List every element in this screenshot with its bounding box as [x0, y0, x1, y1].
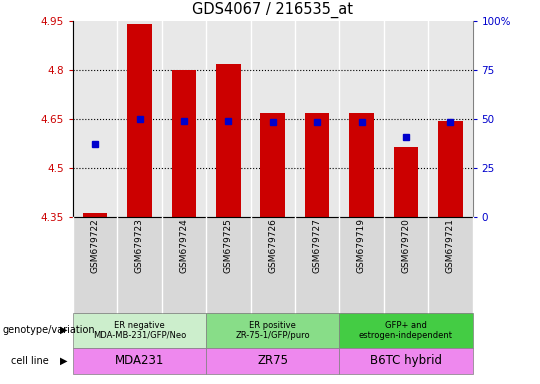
Text: MDA231: MDA231	[115, 354, 164, 367]
Text: ER negative
MDA-MB-231/GFP/Neo: ER negative MDA-MB-231/GFP/Neo	[93, 321, 186, 340]
Text: ▶: ▶	[60, 325, 68, 335]
Bar	[83, 213, 107, 217]
Bar	[260, 113, 285, 217]
Bar	[394, 147, 418, 217]
Bar	[349, 113, 374, 217]
Text: B6TC hybrid: B6TC hybrid	[370, 354, 442, 367]
Text: ▶: ▶	[60, 356, 68, 366]
Bar	[438, 121, 462, 217]
Text: cell line: cell line	[11, 356, 49, 366]
Text: ER positive
ZR-75-1/GFP/puro: ER positive ZR-75-1/GFP/puro	[235, 321, 310, 340]
Text: GFP+ and
estrogen-independent: GFP+ and estrogen-independent	[359, 321, 453, 340]
Text: genotype/variation: genotype/variation	[3, 325, 96, 335]
Bar	[172, 70, 196, 217]
Title: GDS4067 / 216535_at: GDS4067 / 216535_at	[192, 2, 353, 18]
Bar	[127, 24, 152, 217]
Bar	[305, 113, 329, 217]
Text: ZR75: ZR75	[257, 354, 288, 367]
Bar	[216, 63, 240, 217]
